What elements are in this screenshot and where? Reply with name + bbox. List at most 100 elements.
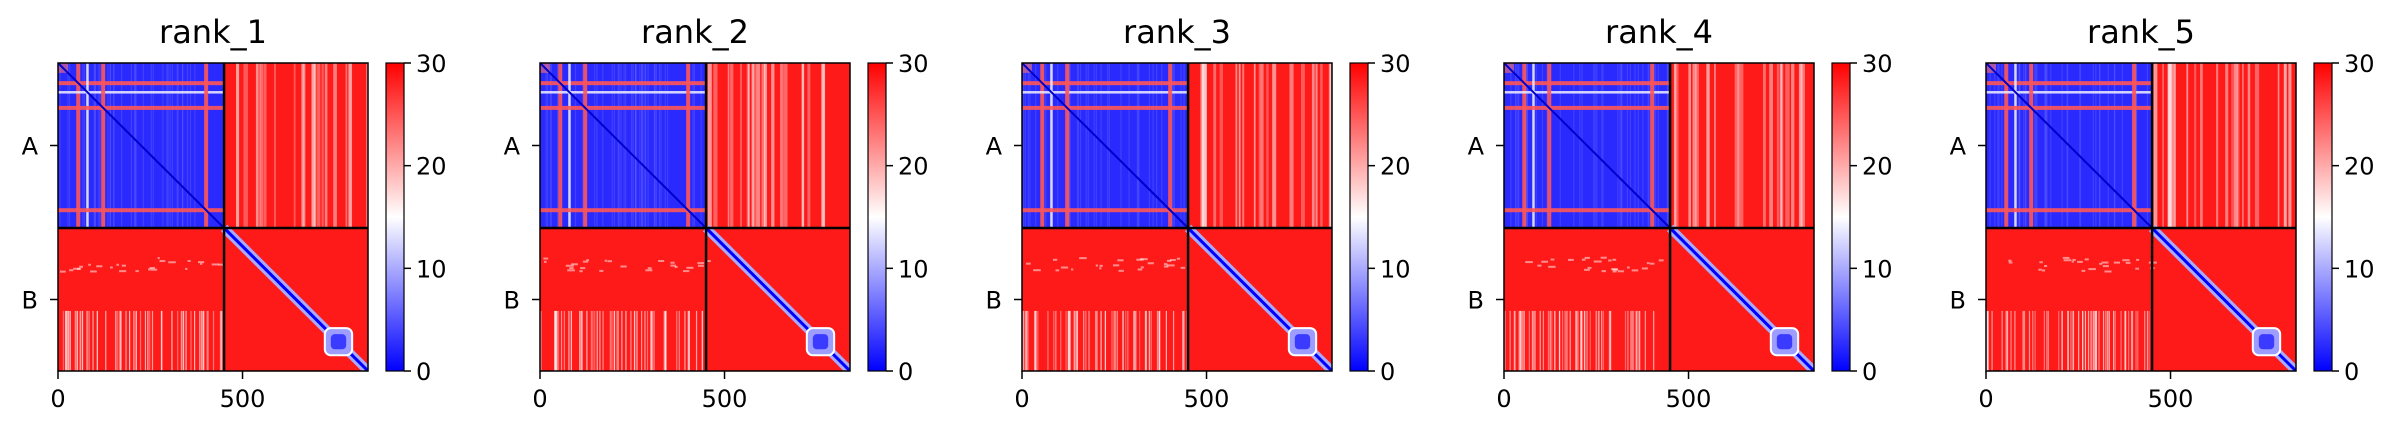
ba-stripe — [2034, 310, 2036, 371]
ba-speck — [2125, 261, 2131, 264]
ba-stripe — [2089, 310, 2092, 371]
ba-stripe — [1100, 310, 1102, 371]
aa-band-horizontal — [540, 91, 707, 94]
ab-stripe — [1260, 63, 1264, 228]
ba-speck — [620, 265, 627, 268]
aa-texture — [182, 63, 184, 228]
ba-speck — [670, 264, 677, 267]
heatmap-frame — [57, 62, 369, 372]
aa-texture — [617, 63, 619, 228]
ba-stripe — [555, 310, 557, 371]
aa-texture — [1045, 63, 1047, 228]
ab-stripe — [1219, 63, 1223, 228]
bb-domain-core — [2258, 334, 2275, 350]
ab-stripe — [2234, 63, 2238, 228]
ba-speck — [1117, 259, 1124, 262]
ab-stripe — [801, 63, 804, 228]
aa-texture — [1079, 63, 1082, 228]
aa-texture — [1518, 63, 1520, 228]
aa-texture — [1029, 63, 1031, 228]
heatmap — [1986, 63, 2296, 371]
aa-texture — [113, 63, 115, 228]
ba-speck — [2084, 258, 2089, 261]
colorbar-tick-label: 30 — [2344, 50, 2375, 78]
aa-texture — [1180, 63, 1182, 228]
ba-stripe — [1577, 310, 1579, 371]
ab-stripe — [1204, 63, 1207, 228]
ba-stripe — [1584, 310, 1586, 371]
ba-speck — [1140, 266, 1144, 269]
ba-speck — [149, 266, 156, 269]
ba-stripe — [1514, 310, 1516, 371]
ab-stripe — [1673, 63, 1677, 228]
ba-speck — [571, 263, 578, 266]
x-tick-label: 500 — [2148, 385, 2194, 413]
bb-domain-core — [1294, 334, 1311, 350]
ba-speck — [1095, 264, 1098, 267]
panel-1: rank_1 A B 0 500 0 10 20 30 — [22, 13, 447, 413]
aa-texture — [2107, 63, 2109, 228]
aa-texture — [1579, 63, 1581, 228]
heatmap-frame — [539, 62, 851, 372]
ba-stripe — [563, 310, 565, 371]
ba-stripe — [1636, 310, 1638, 371]
aa-texture — [2044, 63, 2046, 228]
aa-texture — [107, 63, 109, 228]
panel-title: rank_5 — [2087, 13, 2195, 51]
ba-stripe — [1597, 310, 1599, 371]
ba-stripe — [1986, 310, 1988, 371]
ba-stripe — [2047, 310, 2049, 371]
aa-texture — [2121, 63, 2123, 228]
ab-stripe — [1289, 63, 1294, 228]
aa-band-horizontal — [1986, 81, 2153, 86]
aa-texture — [574, 63, 577, 228]
ba-stripe — [580, 310, 582, 371]
ba-stripe — [74, 310, 76, 371]
aa-texture — [171, 63, 174, 228]
aa-texture — [631, 63, 633, 228]
ba-stripe — [76, 310, 79, 371]
ba-stripe — [1060, 310, 1062, 371]
aa-texture — [162, 63, 164, 228]
ab-stripe — [752, 63, 757, 228]
ba-stripe — [1551, 310, 1553, 371]
panel-title: rank_4 — [1605, 13, 1713, 51]
ab-stripe — [1258, 63, 1262, 228]
aa-texture — [550, 63, 553, 228]
heatmap — [58, 63, 368, 371]
ba-stripe — [1096, 310, 1098, 371]
ab-stripe — [1201, 63, 1205, 228]
ba-speck — [686, 266, 694, 269]
ab-stripe — [324, 63, 328, 228]
ba-stripe — [2092, 310, 2095, 371]
aa-texture — [1095, 63, 1097, 228]
ba-stripe — [1569, 310, 1571, 371]
aa-texture — [1108, 63, 1110, 228]
ba-speck — [543, 257, 549, 260]
ba-speck — [1593, 260, 1602, 263]
colorbar-tick-label: 10 — [1862, 255, 1893, 283]
ba-stripe — [1564, 310, 1566, 371]
ba-stripe — [701, 310, 704, 371]
ba-speck — [116, 263, 120, 266]
ab-stripe — [345, 63, 348, 228]
ba-stripe — [207, 310, 209, 371]
ba-stripe — [221, 310, 223, 371]
ba-stripe — [199, 310, 201, 371]
ba-stripe — [2114, 310, 2116, 371]
ba-stripe — [611, 310, 613, 371]
ba-speck — [1112, 264, 1120, 267]
aa-texture — [1137, 63, 1139, 228]
ba-speck — [582, 260, 589, 263]
ab-stripe — [1242, 63, 1245, 228]
ba-speck — [1180, 266, 1186, 269]
ba-stripe — [118, 310, 120, 371]
ab-stripe — [1238, 63, 1241, 228]
aa-band-horizontal — [1986, 105, 2153, 110]
ba-stripe — [1542, 310, 1544, 371]
ba-speck — [645, 269, 653, 272]
chain-label-b: B — [22, 287, 38, 315]
aa-texture — [2046, 63, 2048, 228]
aa-texture — [1617, 63, 1619, 228]
aa-band-horizontal — [1986, 91, 2153, 94]
